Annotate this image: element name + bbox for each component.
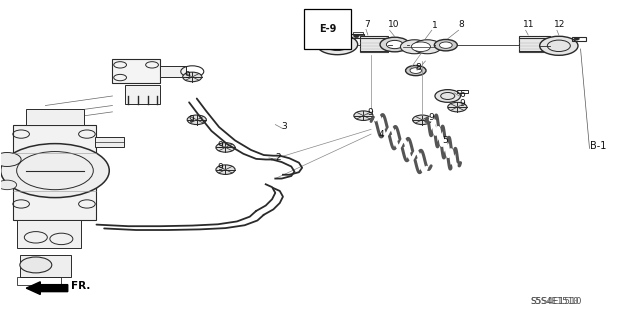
Circle shape [448,102,467,112]
Text: 1: 1 [433,21,438,30]
Bar [13,124,97,220]
Bar [20,255,71,277]
Circle shape [412,42,431,51]
Bar [519,36,550,52]
Text: 6: 6 [460,90,465,99]
Circle shape [0,152,21,167]
Circle shape [410,68,422,73]
Text: 9: 9 [188,115,194,124]
FancyArrow shape [26,282,68,294]
Text: S5S4E1510: S5S4E1510 [531,297,582,306]
Circle shape [0,180,17,190]
Text: 8: 8 [416,63,422,72]
Circle shape [440,42,452,48]
Bar [351,34,364,38]
Circle shape [413,40,442,54]
Circle shape [401,40,429,54]
Bar [353,33,363,35]
Text: 12: 12 [554,20,566,29]
Circle shape [380,37,410,52]
Circle shape [354,35,359,38]
Bar [125,85,161,104]
Bar [113,59,161,83]
Circle shape [187,115,206,124]
Text: 9: 9 [184,71,189,80]
Circle shape [317,34,358,55]
Text: 7: 7 [365,20,371,29]
Bar [95,137,124,147]
Bar [26,109,84,124]
Text: 5: 5 [443,136,449,145]
Text: S5S4E1510: S5S4E1510 [531,297,579,306]
Circle shape [540,36,578,55]
Circle shape [216,165,235,174]
Bar [457,90,468,93]
Bar [17,277,61,285]
Circle shape [574,38,579,40]
Text: 9: 9 [218,163,223,172]
Text: 9: 9 [460,99,465,108]
Text: FR.: FR. [71,281,90,291]
Bar [17,220,81,249]
Circle shape [435,90,461,102]
Bar [161,66,186,77]
Circle shape [182,72,202,82]
Circle shape [1,144,109,197]
Circle shape [354,111,373,121]
Text: 8: 8 [458,20,464,29]
Circle shape [406,65,426,76]
Text: 2: 2 [275,153,281,162]
Circle shape [387,41,403,49]
Text: 10: 10 [388,20,399,29]
Text: 4: 4 [379,130,385,139]
Bar [360,36,388,52]
Bar [572,37,586,41]
Text: 9: 9 [367,108,373,117]
Text: 11: 11 [523,20,534,29]
Circle shape [216,143,235,152]
Text: 3: 3 [282,122,287,131]
Text: E-9: E-9 [319,24,336,34]
Text: 9: 9 [218,141,223,150]
Text: B-1: B-1 [590,141,607,151]
Circle shape [20,257,52,273]
Circle shape [435,40,458,51]
Text: 9: 9 [429,113,435,122]
Circle shape [413,115,432,124]
